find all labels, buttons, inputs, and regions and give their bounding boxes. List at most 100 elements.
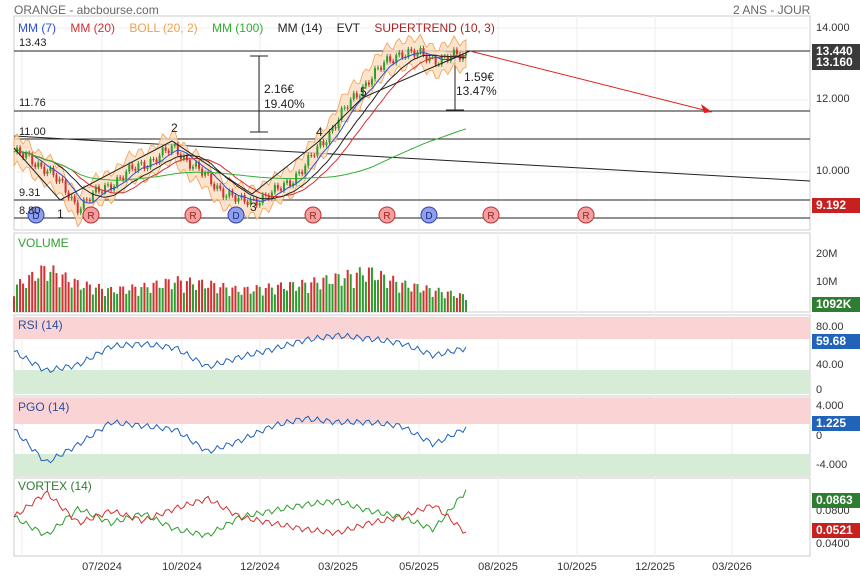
volume-bar: [113, 292, 116, 312]
legend-mm14[interactable]: MM (14): [277, 21, 323, 35]
move2-value: 1.59€: [464, 70, 495, 84]
volume-bar: [116, 293, 119, 312]
volume-bar: [343, 278, 346, 312]
candle-body: [167, 150, 170, 154]
pgo-high-zone: [14, 398, 810, 424]
volume-bar: [273, 294, 276, 312]
volume-bar: [461, 294, 464, 312]
candle-body: [125, 171, 128, 180]
volume-bar: [100, 288, 103, 312]
volume-bar: [131, 284, 134, 312]
dividend-event[interactable]: [227, 206, 245, 224]
volume-bar: [449, 290, 452, 312]
volume-bar: [358, 267, 361, 312]
candle-body: [249, 198, 252, 205]
volume-bar: [225, 287, 228, 312]
candle-body: [88, 200, 91, 202]
volume-bar: [422, 290, 425, 312]
x-label-3: 12/2024: [240, 561, 280, 573]
candle-body: [204, 172, 207, 176]
event-label: R: [87, 211, 94, 222]
candle-body: [334, 127, 337, 129]
volume-bar: [298, 286, 301, 312]
candle-body: [307, 154, 310, 166]
volume-bar: [279, 282, 282, 312]
candle-body: [343, 107, 346, 109]
volume-bar: [419, 292, 422, 312]
candle-body: [161, 147, 164, 156]
report-event[interactable]: [482, 206, 500, 224]
candle-body: [134, 168, 137, 171]
candle-body: [358, 96, 361, 98]
volume-bar: [310, 282, 313, 312]
volume-bar: [37, 278, 40, 312]
report-event[interactable]: [304, 206, 322, 224]
candle-body: [267, 195, 270, 199]
level-label-3: 11.00: [19, 126, 46, 138]
candle-body: [28, 153, 31, 155]
candle-body: [25, 153, 28, 158]
rsi-panel-label: RSI (14): [18, 318, 63, 332]
rsi-overbought-zone: [14, 317, 810, 339]
candle-body: [389, 56, 392, 62]
volume-bar: [286, 290, 289, 312]
legend-mm20[interactable]: MM (20): [70, 21, 116, 35]
volume-bar: [155, 280, 158, 312]
pgo-tick-4: 4.000: [816, 400, 844, 412]
dividend-event[interactable]: [27, 206, 45, 224]
volume-tick-10m: 10M: [816, 276, 838, 288]
candle-body: [19, 147, 22, 154]
candle-body: [422, 48, 425, 56]
candle-body: [340, 108, 343, 120]
report-event[interactable]: [577, 206, 595, 224]
chart-title: ORANGE - abcbourse.com: [14, 3, 159, 17]
volume-bar: [19, 279, 22, 312]
pgo-tick-0: 0: [816, 430, 823, 442]
candle-body: [449, 56, 452, 61]
report-event[interactable]: [184, 206, 202, 224]
volume-bar: [34, 280, 37, 312]
period-label[interactable]: 2 ANS - JOUR: [733, 3, 811, 17]
volume-bar: [240, 294, 243, 312]
event-label: R: [309, 211, 316, 222]
legend-boll[interactable]: BOLL (20, 2): [129, 21, 198, 35]
legend-evt[interactable]: EVT: [336, 21, 361, 35]
volume-bar: [91, 294, 94, 312]
report-event[interactable]: [378, 206, 396, 224]
indicator-legend: MM (7) MM (20) BOLL (20, 2) MM (100) MM …: [18, 21, 506, 35]
volume-bar: [40, 265, 43, 312]
candle-body: [195, 162, 198, 167]
volume-bar: [52, 265, 55, 312]
price-tick-14: 14.000: [816, 22, 850, 34]
candle-body: [152, 159, 155, 161]
volume-bar: [458, 293, 461, 312]
candle-body: [440, 56, 443, 65]
candle-body: [434, 56, 437, 65]
volume-badge: 1092K: [812, 297, 860, 312]
legend-mm7[interactable]: MM (7): [18, 21, 56, 35]
candle-body: [85, 199, 88, 201]
volume-bar: [301, 279, 304, 312]
candle-body: [107, 184, 110, 186]
projection-arrow: [469, 50, 713, 113]
volume-bar: [164, 278, 167, 312]
candle-body: [292, 183, 295, 186]
volume-bar: [322, 277, 325, 312]
volume-bar: [276, 284, 279, 312]
volume-bar: [331, 283, 334, 312]
volume-bar: [340, 285, 343, 312]
legend-supertrend[interactable]: SUPERTREND (10, 3): [374, 21, 495, 35]
candle-body: [377, 67, 380, 69]
rsi-tick-40: 40.00: [816, 359, 844, 371]
report-event[interactable]: [82, 206, 100, 224]
candle-body: [243, 195, 246, 202]
level-label-1: 13.43: [19, 37, 47, 49]
candle-body: [146, 167, 149, 169]
legend-mm100[interactable]: MM (100): [211, 21, 264, 35]
volume-bar: [255, 285, 258, 312]
volume-bar: [243, 287, 246, 312]
supertrend-badge: 9.192: [812, 198, 860, 213]
dividend-event[interactable]: [420, 206, 438, 224]
volume-bar: [58, 287, 61, 312]
candle-body: [325, 142, 328, 146]
